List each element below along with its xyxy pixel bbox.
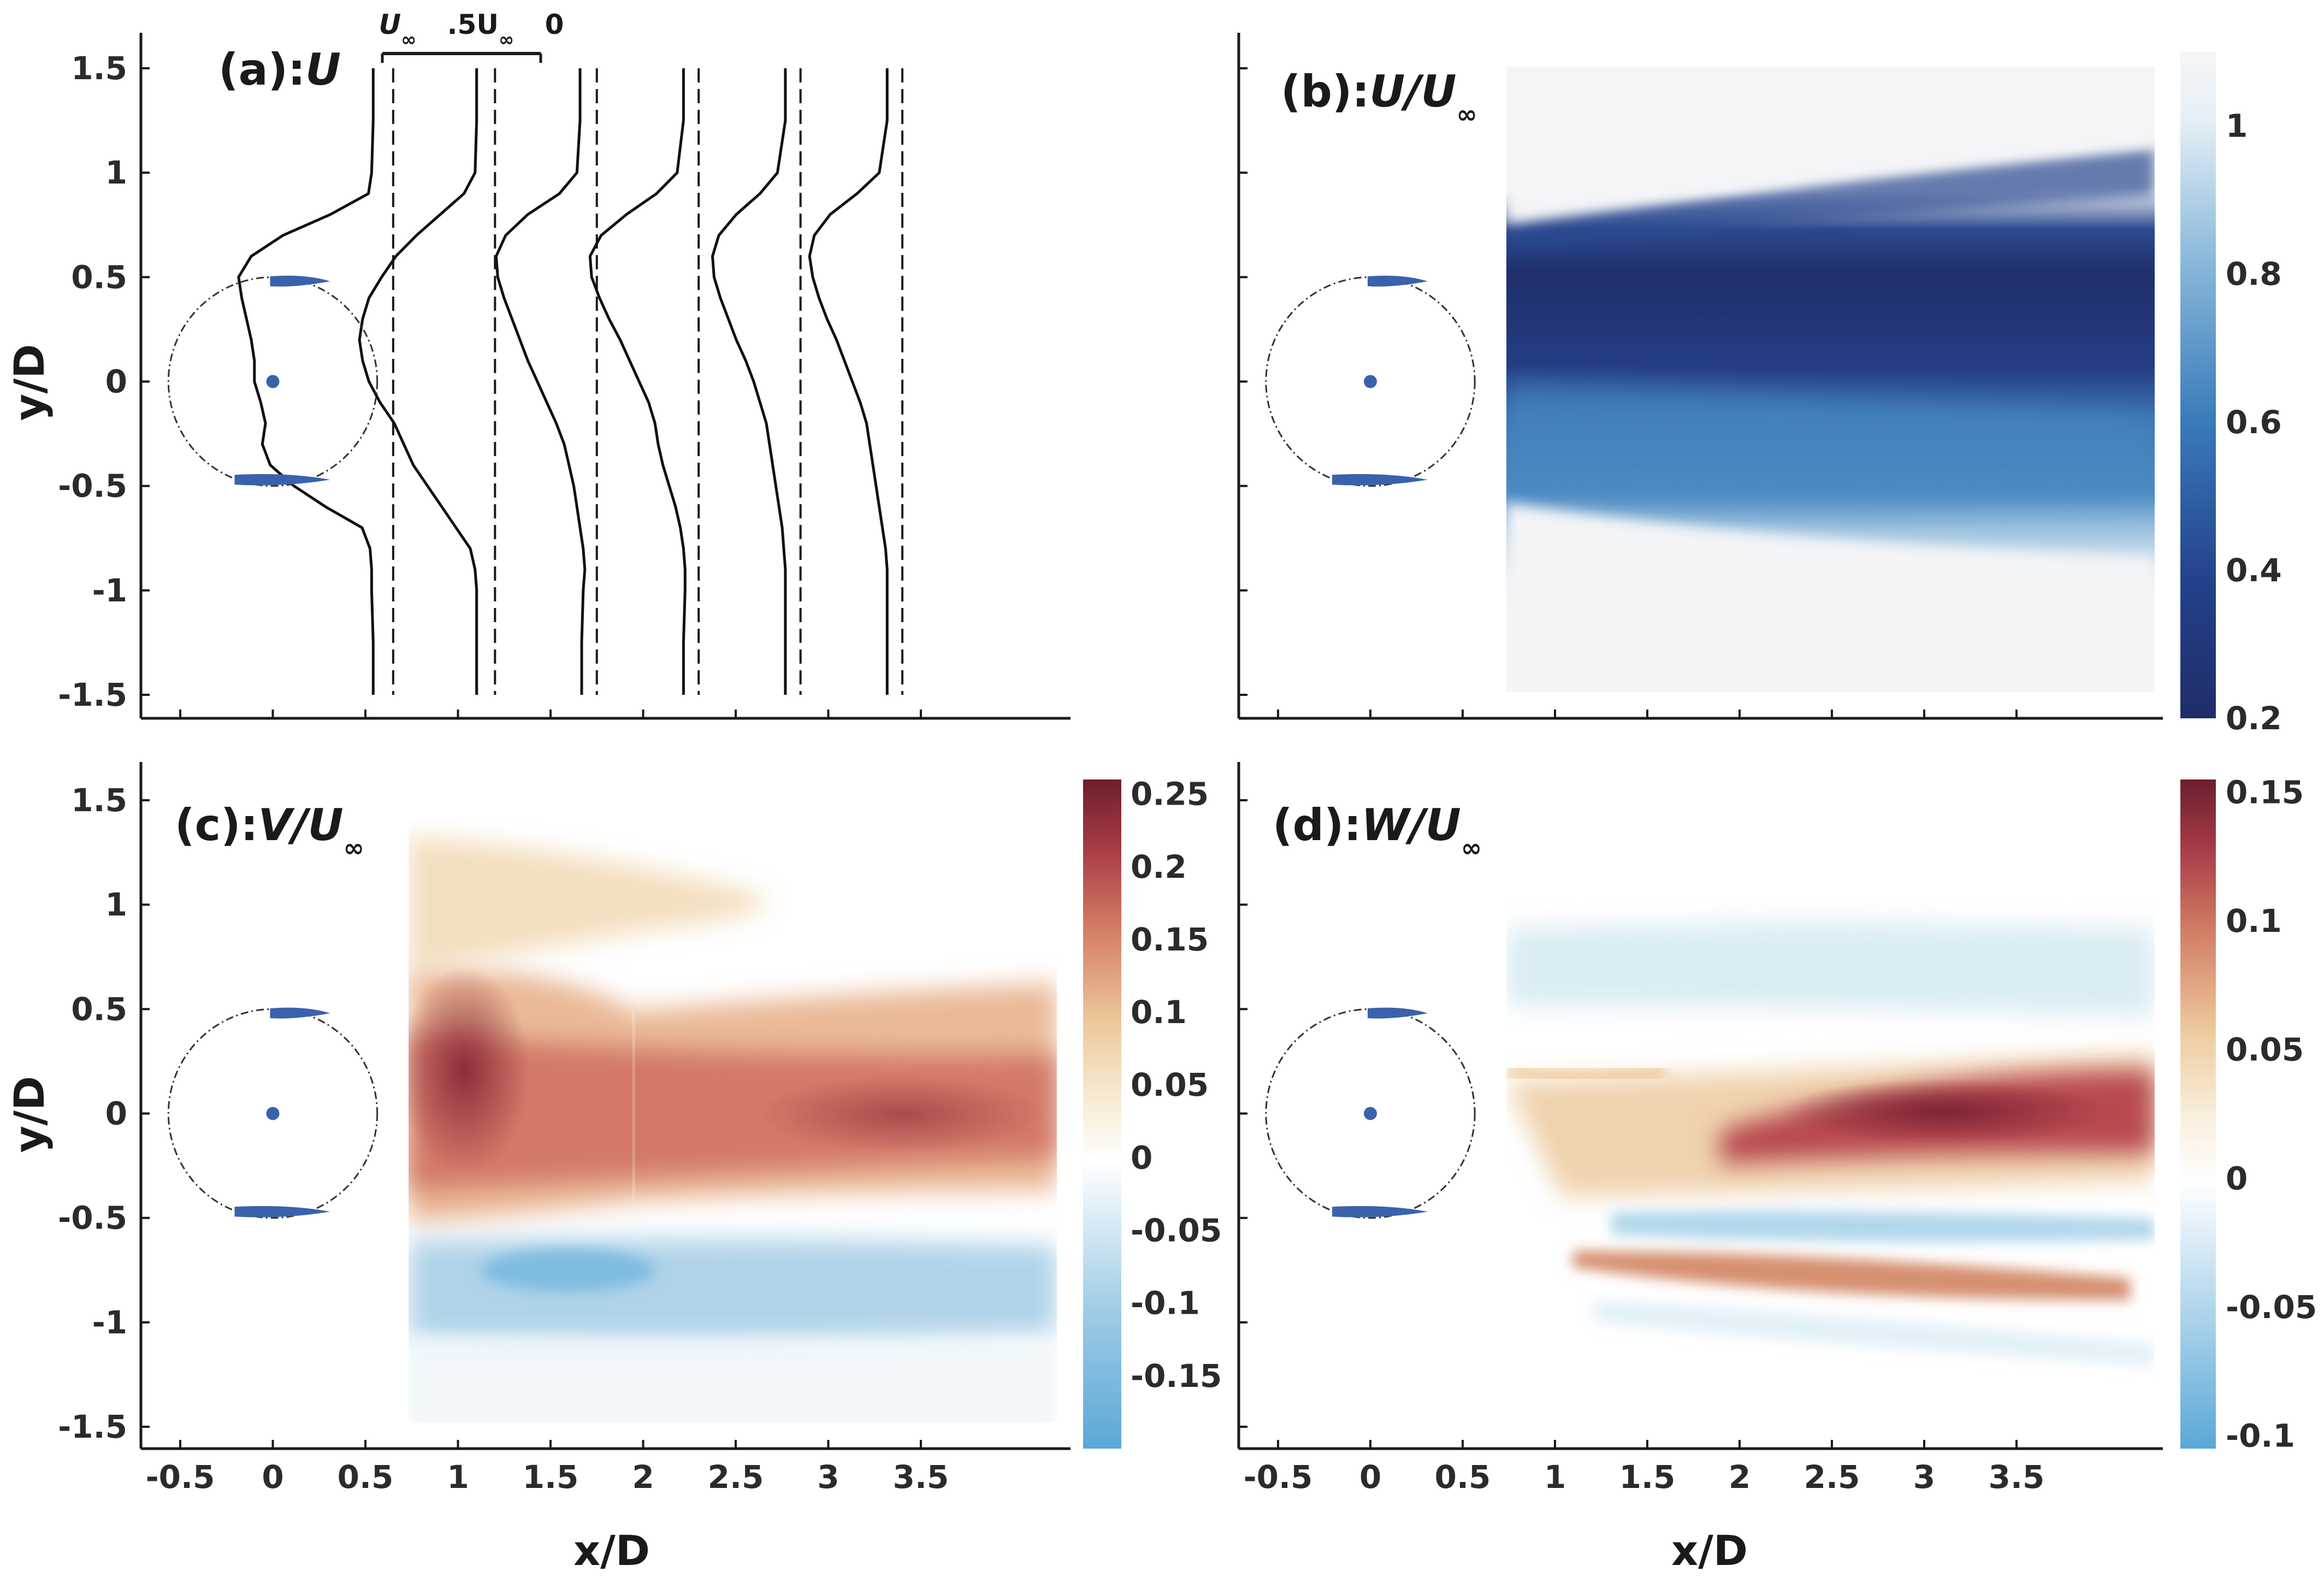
blade-bottom-d <box>1332 1206 1428 1218</box>
colorbar-tick-label-b: 0.6 <box>2226 404 2282 441</box>
scale-label-uinf: U∞ <box>379 9 417 51</box>
y-tick-label-c: -1.5 <box>58 1408 127 1445</box>
panel-a-ylabel: y/D <box>5 344 54 421</box>
colorbar-tick-label-d: 0.1 <box>2226 902 2282 940</box>
x-tick-label-c: -0.5 <box>146 1458 215 1496</box>
y-tick-label-c: -0.5 <box>58 1200 127 1237</box>
y-tick-label-a: 1 <box>105 154 127 191</box>
x-tick-label-d: 0 <box>1359 1458 1381 1496</box>
colorbar-tick-label-b: 0.2 <box>2226 700 2282 737</box>
profile-curve <box>711 68 787 695</box>
colorbar-c <box>1083 779 1121 1449</box>
x-tick-label-d: 1.5 <box>1619 1458 1676 1496</box>
x-tick-label-c: 3 <box>817 1458 839 1496</box>
panel-c-xlabel: x/D <box>573 1526 650 1575</box>
x-tick-label-d: 2 <box>1729 1458 1751 1496</box>
colorbar-tick-label-c: 0.05 <box>1131 1066 1209 1103</box>
colorbar-tick-label-d: -0.1 <box>2226 1417 2295 1454</box>
rotor-hub-c <box>266 1107 280 1120</box>
colorbar-tick-label-d: 0 <box>2226 1160 2248 1197</box>
x-tick-label-c: 2.5 <box>708 1458 764 1496</box>
profile-curve <box>588 68 687 695</box>
colorbar-tick-label-d: 0.05 <box>2226 1031 2304 1068</box>
panel-d-title: (d):W/U∞ <box>1273 800 1482 863</box>
x-tick-label-d: 3.5 <box>1989 1458 2045 1496</box>
y-tick-label-a: 0.5 <box>71 258 127 296</box>
panel-b-heatmap <box>1506 67 2155 692</box>
y-tick-label-c: 1 <box>105 886 127 923</box>
rotor-hub-b <box>1364 375 1377 388</box>
y-tick-label-c: -1 <box>92 1304 127 1341</box>
y-tick-label-c: 1.5 <box>71 782 127 819</box>
colorbar-tick-label-d: -0.05 <box>2226 1289 2317 1326</box>
colorbar-tick-label-c: 0.15 <box>1131 921 1209 958</box>
x-tick-label-d: 0.5 <box>1435 1458 1491 1496</box>
x-tick-label-d: 2.5 <box>1804 1458 1860 1496</box>
profile-curve <box>808 68 889 695</box>
y-tick-label-a: -1.5 <box>58 676 127 713</box>
blade-bottom-a <box>234 474 330 486</box>
x-tick-label-c: 1 <box>447 1458 469 1496</box>
rotor-hub-a <box>266 375 280 388</box>
blade-top-a <box>270 275 330 287</box>
colorbar-tick-label-b: 0.8 <box>2226 256 2282 293</box>
panel-a-title: (a):U <box>218 44 341 95</box>
colorbar-labels: 1 0.8 0.6 0.4 0.2 0.25 0.2 0.15 0.1 0.05 0 -0.05 -0.… <box>1131 108 2317 1455</box>
colorbar-tick-label-b: 0.4 <box>2226 552 2282 589</box>
blade-top-c <box>270 1007 330 1019</box>
rotor-schematics <box>167 275 1476 1219</box>
x-tick-label-d: 1 <box>1544 1458 1566 1496</box>
colorbar-b <box>2180 52 2216 718</box>
y-tick-label-c: 0 <box>105 1095 127 1132</box>
panel-c-ylabel: y/D <box>5 1076 54 1153</box>
scale-label-half: .5U∞ <box>447 9 515 51</box>
y-tick-label-a: -1 <box>92 572 127 609</box>
panel-c-heatmap <box>409 819 1057 1423</box>
blade-top-d <box>1368 1007 1428 1019</box>
colorbar-tick-label-c: 0.1 <box>1131 994 1187 1031</box>
profile-curve <box>358 68 478 695</box>
colorbar-tick-label-c: 0.2 <box>1131 848 1187 885</box>
x-tick-label-c: 0 <box>262 1458 283 1496</box>
y-tick-label-a: 1.5 <box>71 50 127 87</box>
profile-curve <box>237 68 375 695</box>
x-tick-label-d: 3 <box>1913 1458 1935 1496</box>
colorbar-tick-label-c: -0.1 <box>1131 1285 1200 1322</box>
panel-d-heatmap <box>1506 798 2155 1423</box>
blade-bottom-c <box>234 1206 330 1218</box>
profile-curves <box>237 68 904 695</box>
axes-layer: 1.5 1 0.5 0 -0.5 -1 -1.5 -0.5 0 0.5 1 1.5 2 2.5 3 3.5 1.… <box>58 33 2163 1496</box>
colorbar-tick-label-c: -0.15 <box>1131 1357 1222 1395</box>
colorbar-tick-label-b: 1 <box>2226 108 2248 145</box>
colorbar-tick-label-c: 0 <box>1131 1139 1152 1176</box>
x-tick-label-c: 1.5 <box>523 1458 579 1496</box>
colorbar-tick-label-d: 0.15 <box>2226 774 2304 811</box>
colorbar-d <box>2180 779 2216 1449</box>
rotor-hub-d <box>1364 1107 1377 1120</box>
scale-label-zero: 0 <box>545 9 564 40</box>
colorbar-tick-label-c: -0.05 <box>1131 1212 1222 1249</box>
panel-d-xlabel: x/D <box>1671 1526 1748 1575</box>
profile-curve <box>494 68 587 695</box>
x-tick-label-d: -0.5 <box>1244 1458 1313 1496</box>
panel-b-title: (b):U/U∞ <box>1281 66 1477 129</box>
blade-top-b <box>1368 275 1428 287</box>
x-tick-label-c: 3.5 <box>893 1458 949 1496</box>
x-tick-label-c: 2 <box>632 1458 654 1496</box>
colorbar-tick-label-c: 0.25 <box>1131 776 1209 813</box>
y-tick-label-a: -0.5 <box>58 468 127 505</box>
scale-bar: U∞ .5U∞ 0 <box>379 9 564 63</box>
y-tick-label-a: 0 <box>105 363 127 400</box>
blade-bottom-b <box>1332 474 1428 486</box>
panel-c-title: (c):V/U∞ <box>175 800 364 863</box>
y-tick-label-c: 0.5 <box>71 990 127 1027</box>
x-tick-label-c: 0.5 <box>338 1458 394 1496</box>
